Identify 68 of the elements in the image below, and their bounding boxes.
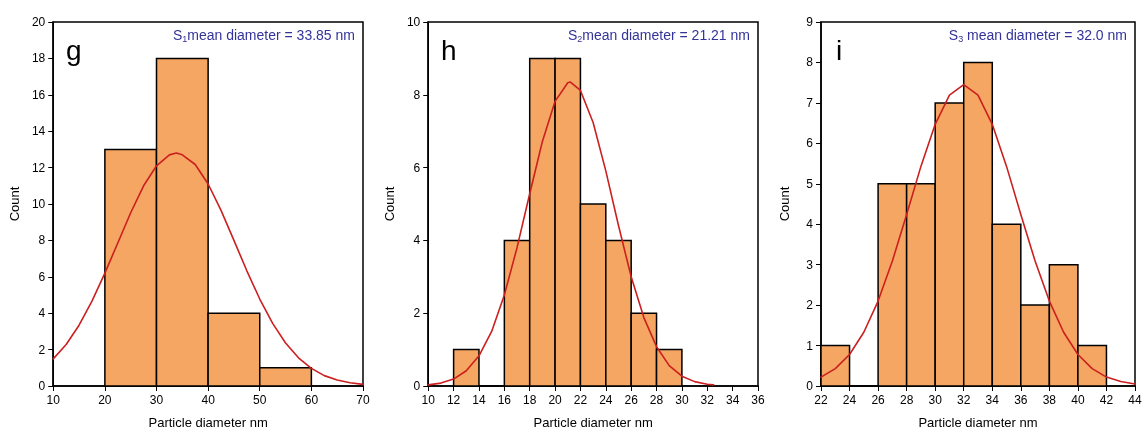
y-tick-label: 10 [31, 197, 46, 211]
x-tick-label: 60 [304, 393, 319, 407]
x-tick-label: 32 [957, 393, 971, 407]
x-tick-label: 28 [649, 393, 664, 407]
x-tick-label: 36 [751, 393, 765, 407]
x-tick-label: 40 [1071, 393, 1085, 407]
x-tick-label: 30 [149, 393, 164, 407]
y-tick-label: 0 [413, 379, 421, 393]
x-tick-label: 40 [201, 393, 216, 407]
y-tick-label: 3 [806, 257, 814, 272]
y-tick-label: 8 [806, 55, 814, 70]
y-tick-label: 6 [806, 136, 814, 151]
x-axis-title: Particle diameter nm [918, 415, 1038, 430]
y-axis-title: Count [777, 186, 792, 222]
y-tick-label: 0 [38, 379, 46, 393]
y-tick-label: 1 [806, 338, 814, 353]
x-axis-title: Particle diameter nm [533, 415, 653, 430]
y-axis-title: Count [382, 186, 397, 222]
x-axis-title: Particle diameter nm [148, 415, 268, 430]
annotation: i [836, 34, 843, 66]
x-tick-label: 70 [356, 393, 370, 407]
y-tick-label: 2 [806, 298, 814, 313]
x-tick-label: 34 [985, 393, 1000, 407]
x-tick-label: 22 [573, 393, 588, 407]
x-tick-label: 12 [446, 393, 461, 407]
y-tick-label: 4 [413, 233, 421, 248]
y-tick-label: 4 [38, 306, 46, 321]
x-tick-label: 22 [814, 393, 828, 407]
y-tick-label: 10 [406, 15, 421, 29]
x-tick-label: 24 [842, 393, 857, 407]
y-tick-label: 9 [806, 15, 814, 29]
y-tick-label: 14 [31, 124, 46, 139]
y-tick-label: 2 [38, 342, 46, 357]
y-tick-label: 4 [806, 217, 814, 232]
x-tick-label: 20 [548, 393, 563, 407]
x-tick-label: 24 [599, 393, 613, 407]
y-axis-title: Count [7, 186, 22, 222]
y-tick-label: 6 [413, 160, 421, 175]
y-tick-label: 6 [38, 269, 46, 284]
line-series [427, 81, 715, 386]
y-tick-label: 0 [806, 379, 814, 393]
y-tick-label: 20 [31, 15, 46, 29]
y-tick-label: 12 [31, 160, 46, 175]
x-tick-label: 26 [624, 393, 639, 407]
x-tick-label: 50 [253, 393, 267, 407]
x-tick-label: 20 [98, 393, 112, 407]
y-tick-label: 16 [31, 87, 46, 102]
y-tick-label: 8 [38, 233, 46, 248]
x-tick-label: 44 [1128, 393, 1142, 407]
y-tick-label: 5 [806, 176, 814, 191]
x-tick-label: 34 [725, 393, 740, 407]
x-tick-label: 30 [675, 393, 689, 407]
x-tick-label: 14 [472, 393, 486, 407]
x-tick-label: 38 [1042, 393, 1057, 407]
x-tick-label: 28 [899, 393, 914, 407]
x-tick-label: 36 [1014, 393, 1028, 407]
y-tick-label: 8 [413, 87, 421, 102]
y-tick-label: 18 [31, 51, 46, 66]
y-tick-label: 2 [413, 306, 421, 321]
x-tick-label: 42 [1099, 393, 1114, 407]
x-tick-label: 32 [700, 393, 715, 407]
x-tick-label: 16 [497, 393, 512, 407]
x-tick-label: 18 [523, 393, 537, 407]
y-tick-label: 7 [806, 95, 814, 110]
annotation: g [66, 34, 82, 66]
x-tick-label: 26 [871, 393, 886, 407]
x-tick-label: 30 [928, 393, 943, 407]
annotation: h [441, 34, 457, 66]
